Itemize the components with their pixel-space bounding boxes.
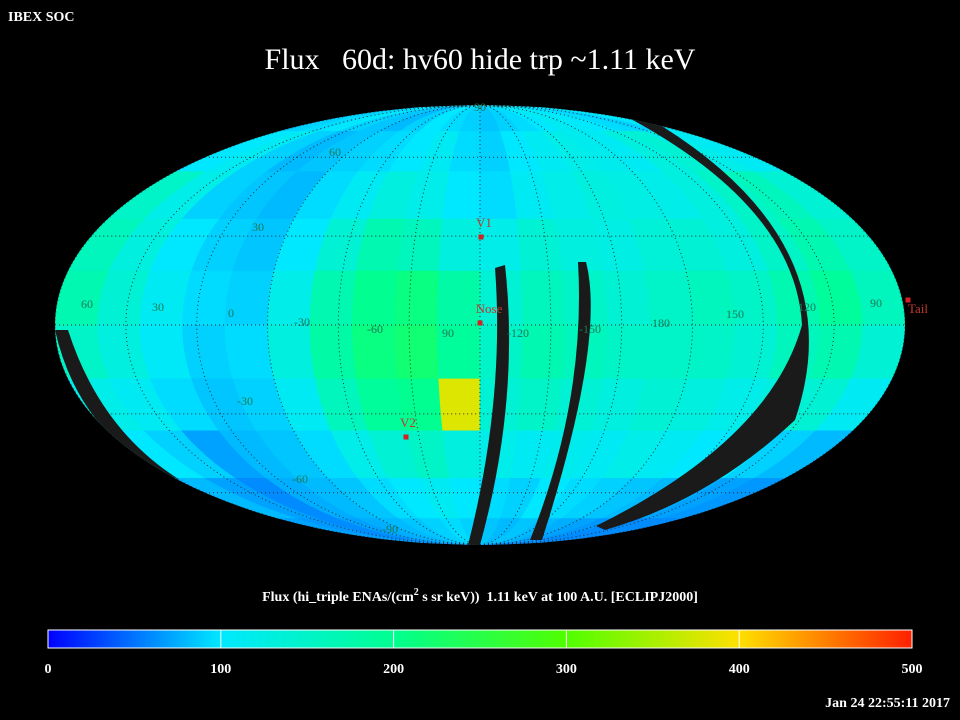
flux-cell (309, 270, 357, 326)
marker-label: V1 (476, 215, 492, 230)
marker-label: V2 (400, 415, 416, 430)
flux-cell (267, 324, 316, 380)
latitude-label: 30 (252, 220, 264, 234)
flux-cell (726, 324, 778, 380)
flux-cell (397, 218, 444, 272)
flux-cell (437, 270, 481, 326)
latitude-label: -30 (237, 394, 253, 408)
colorbar-ticks: 0 100 200 300 400 500 (45, 630, 923, 677)
longitude-label: 60 (81, 297, 93, 311)
flux-cell (442, 171, 481, 220)
longitude-label: -150 (579, 322, 601, 336)
longitude-label: -60 (367, 322, 383, 336)
marker-dot (905, 297, 911, 303)
colorbar-tick-label: 300 (556, 662, 577, 677)
flux-cell (685, 324, 736, 380)
marker-dot (478, 234, 484, 240)
flux-cell (479, 518, 682, 545)
no-data-stripes (55, 105, 809, 545)
marker-dot (477, 320, 483, 326)
no-data-stripe (468, 265, 510, 545)
flux-cell (520, 270, 566, 326)
longitude-label: -30 (294, 315, 310, 329)
flux-cell (352, 270, 398, 326)
longitude-label: -120 (507, 326, 529, 340)
colorbar-tick-label: 400 (729, 662, 750, 677)
colorbar-tick-label: 0 (45, 662, 52, 677)
longitude-label: 90 (870, 296, 882, 310)
flux-cell (850, 270, 905, 326)
colorbar-tick-label: 100 (210, 662, 231, 677)
timestamp: Jan 24 22:55:11 2017 (825, 696, 950, 711)
flux-cell (516, 378, 563, 432)
meridian (125, 105, 481, 545)
longitude-label: 30 (152, 300, 164, 314)
longitude-label: 90 (442, 326, 454, 340)
marker-dot (403, 434, 409, 440)
colorbar-title-text: s sr keV)) 1.11 keV at 100 A.U. [ECLIPJ2… (419, 590, 698, 605)
no-data-stripe (596, 105, 809, 530)
flux-cell (224, 324, 275, 380)
meridian (479, 105, 905, 545)
longitude-label: 180 (652, 316, 670, 330)
colorbar-title: Flux (hi_triple ENAs/(cm2 s sr keV)) 1.1… (262, 587, 698, 605)
meridian (196, 105, 481, 545)
flux-cell (394, 270, 440, 326)
flux-cell (438, 378, 481, 432)
flux-cell (438, 218, 481, 272)
longitude-label: 120 (798, 300, 816, 314)
longitude-label: 0 (228, 306, 234, 320)
no-data-stripe (530, 262, 591, 540)
flux-cell (603, 270, 651, 326)
colorbar-title-sup: 2 (414, 587, 419, 598)
latitude-label: 90 (474, 100, 486, 114)
no-data-stripe (55, 330, 180, 480)
colorbar-title-text: Flux (hi_triple ENAs/(cm (262, 590, 414, 605)
latitude-label: -60 (292, 472, 308, 486)
latitude-label: -90 (382, 522, 398, 536)
colorbar-tick-label: 500 (902, 662, 923, 677)
flux-cell (394, 324, 440, 380)
flux-cell (603, 324, 651, 380)
longitude-label: 150 (726, 307, 744, 321)
flux-cell (644, 324, 693, 380)
colorbar (47, 629, 913, 649)
chart-title: Flux 60d: hv60 hide trp ~1.11 keV (265, 43, 696, 76)
marker-label: Tail (908, 301, 928, 316)
latitude-label: 60 (329, 145, 341, 159)
marker-label: Nose (476, 301, 503, 316)
flux-cell (442, 430, 481, 479)
header: IBEX SOC (8, 10, 75, 25)
meridian (266, 105, 481, 545)
colorbar-tick-label: 200 (383, 662, 404, 677)
map-labels: 90 60 30 -30 -60 -90 60 30 0 -30 -60 90 -120 -150 180 1… (81, 100, 928, 536)
flux-cell (516, 218, 563, 272)
flux-cell (309, 324, 357, 380)
